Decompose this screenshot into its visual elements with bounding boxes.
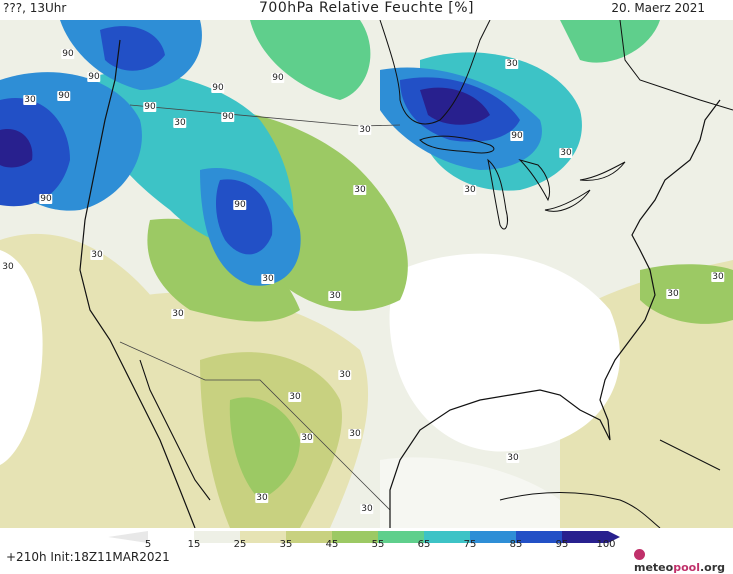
contour-label: 30 (255, 493, 269, 503)
logo-text-3: .org (699, 561, 726, 574)
colorbar-under-triangle (108, 531, 148, 543)
logo-text-2: pool (673, 561, 700, 574)
contour-label: 90 (271, 73, 285, 83)
contour-label: 90 (57, 91, 71, 101)
contour-label: 30 (328, 291, 342, 301)
valid-date: 20. Maerz 2021 (611, 1, 705, 15)
meteopool-logo[interactable]: meteopool.org (634, 548, 733, 574)
contour-label: 30 (171, 309, 185, 319)
colorbar-segment (332, 531, 378, 543)
contour-label: 90 (39, 194, 53, 204)
colorbar-tick: 55 (371, 539, 385, 550)
colorbar-tick: 85 (509, 539, 523, 550)
colorbar-segment (148, 531, 194, 543)
logo-text-1: meteo (634, 561, 674, 574)
contour-label: 30 (505, 59, 519, 69)
contour-label: 30 (353, 185, 367, 195)
logo-icon (634, 549, 645, 560)
colorbar-tick: 45 (325, 539, 339, 550)
contour-label: 90 (61, 49, 75, 59)
humidity-map (0, 20, 733, 528)
colorbar-tick: 5 (144, 539, 152, 550)
contour-label: 30 (338, 370, 352, 380)
contour-label: 90 (221, 112, 235, 122)
contour-label: 90 (143, 102, 157, 112)
contour-label: 30 (261, 274, 275, 284)
contour-label: 30 (288, 392, 302, 402)
colorbar-segment (194, 531, 240, 543)
colorbar-tick: 25 (233, 539, 247, 550)
contour-label: 90 (211, 83, 225, 93)
colorbar-segment (516, 531, 562, 543)
contour-label: 30 (506, 453, 520, 463)
colorbar-segment (378, 531, 424, 543)
colorbar-tick: 65 (417, 539, 431, 550)
colorbar-over-triangle (608, 531, 620, 543)
model-run-info: +210h Init:18Z11MAR2021 (6, 550, 170, 564)
header-bar: ???, 13Uhr 700hPa Relative Feuchte [%] 2… (0, 0, 733, 20)
contour-label: 90 (87, 72, 101, 82)
colorbar-tick: 100 (596, 539, 616, 550)
contour-label: 30 (348, 429, 362, 439)
contour-label: 90 (233, 200, 247, 210)
colorbar-segment (470, 531, 516, 543)
contour-label: 30 (90, 250, 104, 260)
contour-label: 30 (300, 433, 314, 443)
colorbar-ticks: 5 15 25 35 45 55 65 75 85 95 100 (0, 539, 733, 553)
contour-label: 30 (1, 262, 15, 272)
contour-label: 30 (360, 504, 374, 514)
colorbar-scale (108, 531, 620, 543)
humidity-field (0, 20, 733, 528)
colorbar-segment (424, 531, 470, 543)
contour-label: 30 (666, 289, 680, 299)
colorbar-tick: 75 (463, 539, 477, 550)
colorbar-tick: 35 (279, 539, 293, 550)
colorbar-segment (286, 531, 332, 543)
contour-label: 90 (510, 131, 524, 141)
map-title: 700hPa Relative Feuchte [%] (259, 0, 474, 16)
contour-label: 30 (173, 118, 187, 128)
contour-label: 30 (463, 185, 477, 195)
colorbar-tick: 95 (555, 539, 569, 550)
contour-label: 30 (711, 272, 725, 282)
valid-time: ???, 13Uhr (3, 1, 67, 15)
contour-label: 30 (358, 125, 372, 135)
colorbar-segment (240, 531, 286, 543)
contour-label: 30 (559, 148, 573, 158)
colorbar (108, 528, 628, 543)
contour-label: 30 (23, 95, 37, 105)
colorbar-segment (562, 531, 608, 543)
colorbar-tick: 15 (187, 539, 201, 550)
